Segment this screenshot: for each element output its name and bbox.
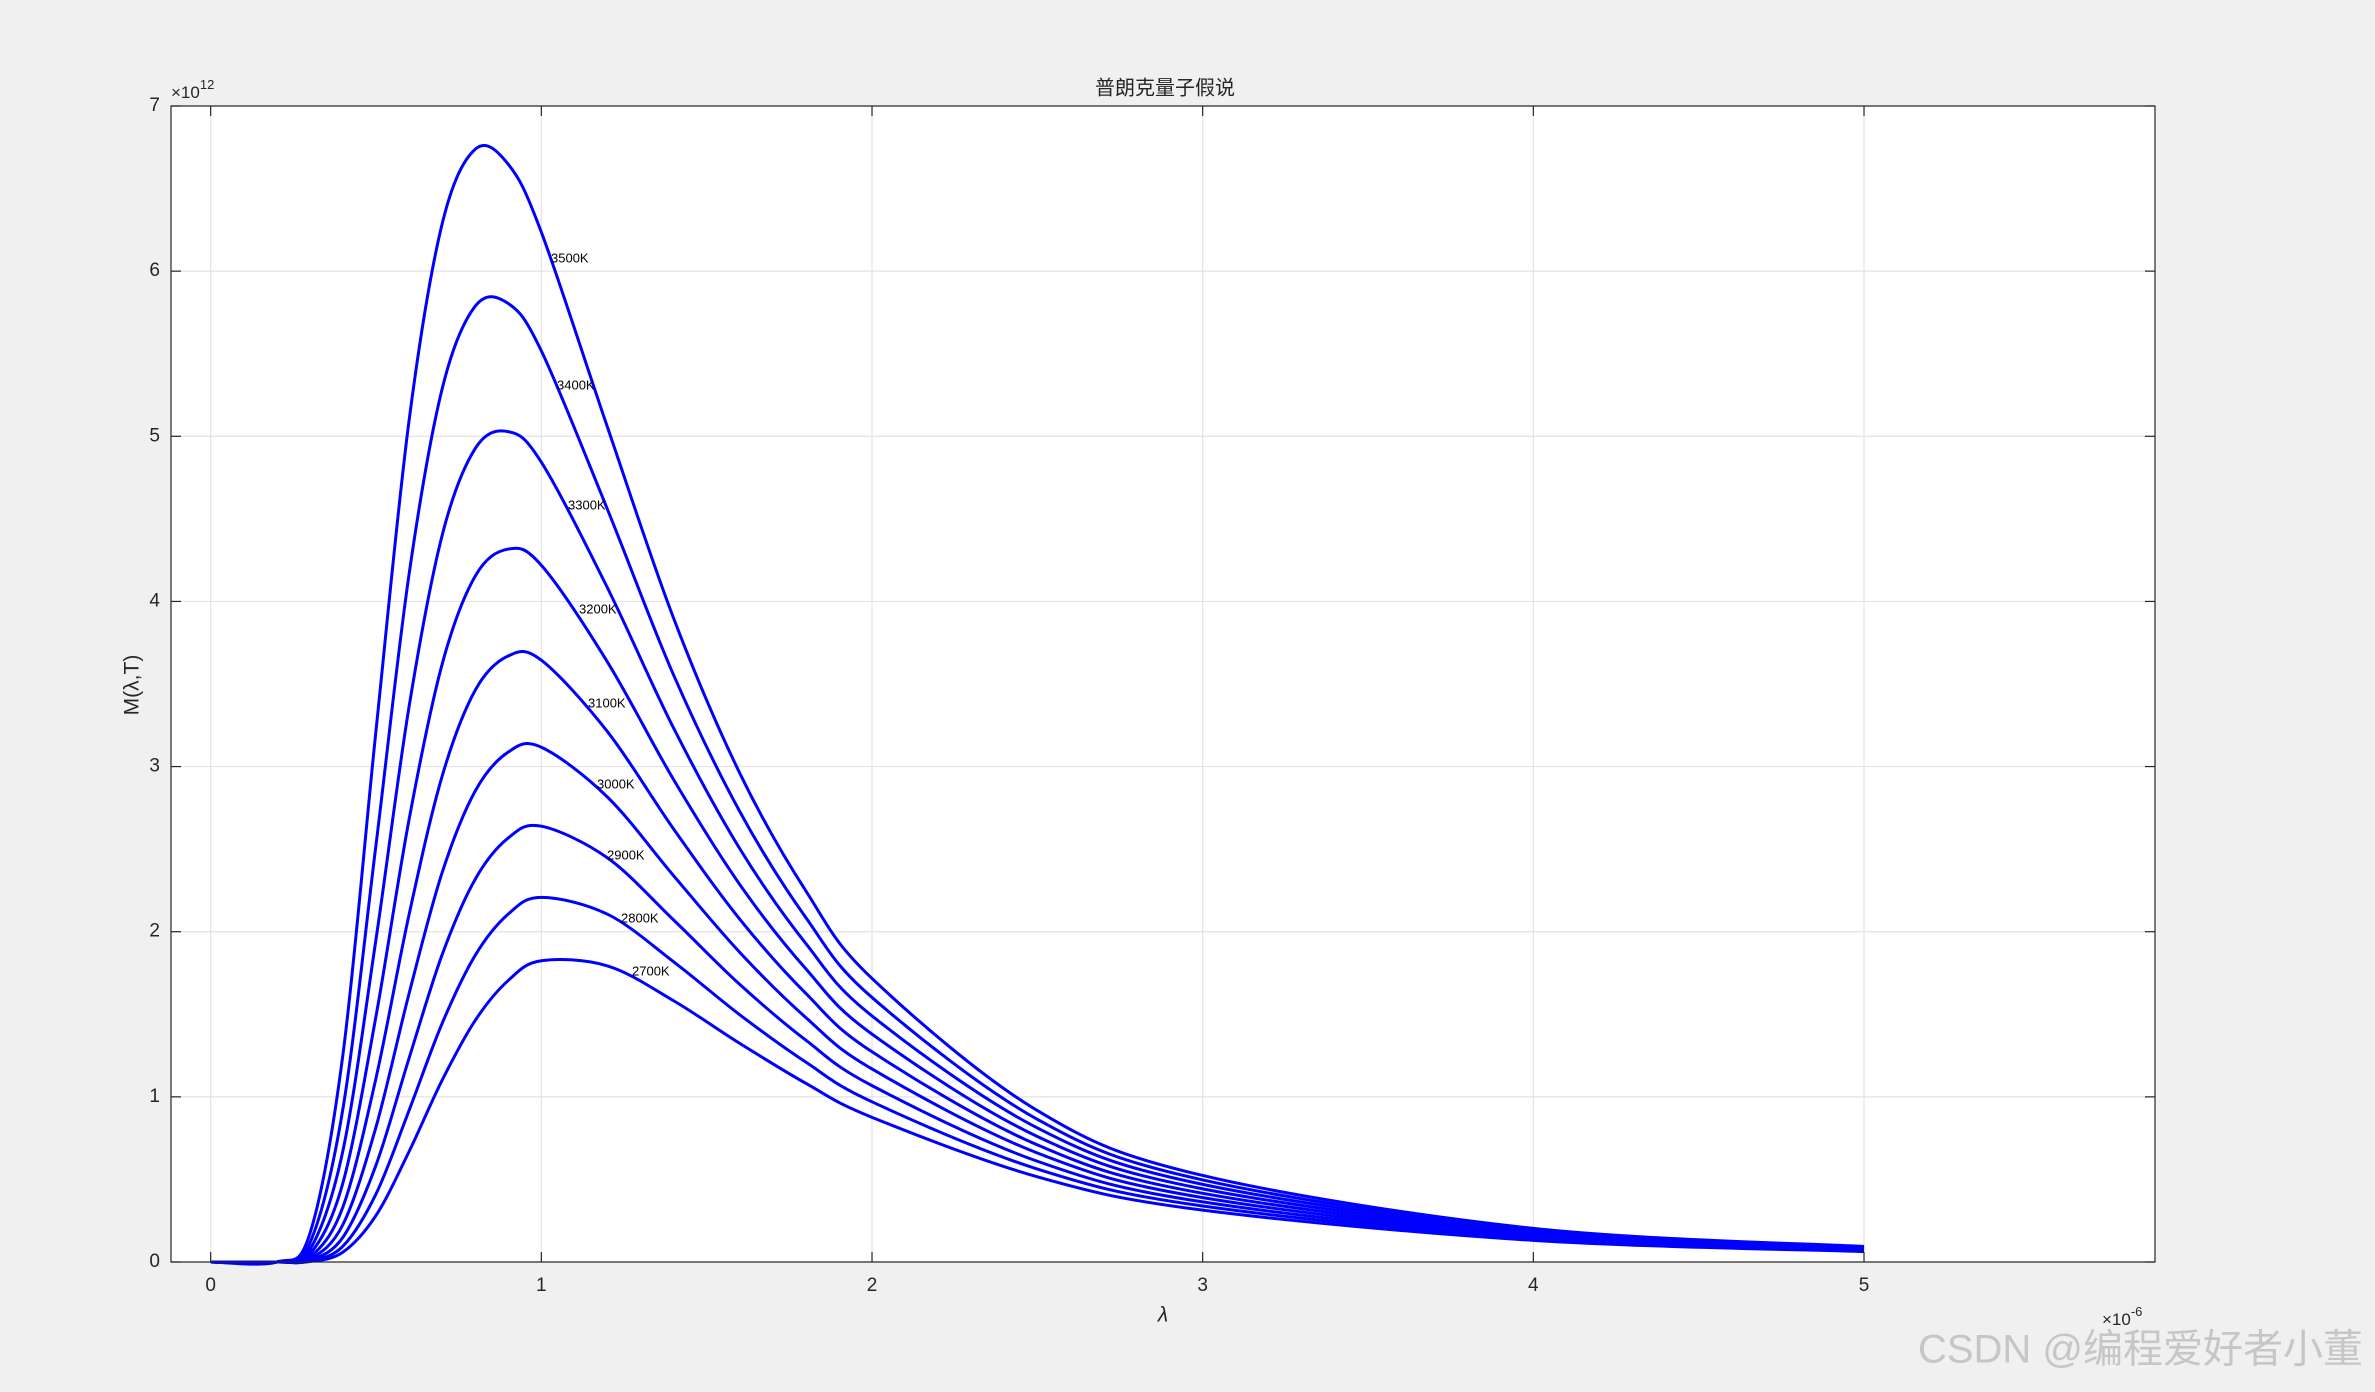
curve-label: 2700K	[632, 963, 670, 978]
y-exponent: ×1012	[171, 77, 214, 102]
series-line	[210, 742, 1865, 1265]
curve-labels: 3500K 3400K 3300K 3200K 3100K 3000K 2900K 2800K…	[551, 250, 670, 978]
y-tick-label: 3	[149, 756, 160, 777]
chart-title: 普朗克量子假说	[1095, 76, 1235, 99]
x-tick-label: 3	[1197, 1275, 1208, 1296]
series-line	[210, 295, 1865, 1265]
series-line	[210, 958, 1865, 1264]
series-line	[210, 546, 1865, 1265]
curve-label: 3000K	[597, 776, 635, 791]
watermark: CSDN @编程爱好者小董	[1918, 1328, 2363, 1372]
x-exponent: ×10-6	[2102, 1304, 2142, 1329]
y-exponent-power: 12	[200, 77, 214, 92]
y-exponent-base: ×10	[171, 83, 200, 102]
y-tick-label: 6	[149, 260, 160, 281]
plot-lines	[210, 143, 1865, 1266]
curve-label: 3300K	[568, 497, 606, 512]
x-tick-label: 4	[1528, 1275, 1539, 1296]
curve-label: 2800K	[621, 910, 659, 925]
axes-background	[171, 106, 2155, 1262]
series-line	[210, 429, 1865, 1265]
x-tick-label: 1	[536, 1275, 547, 1296]
y-tick-label: 2	[149, 921, 160, 942]
x-axis-label: λ	[1157, 1304, 1168, 1327]
axes-box	[170, 105, 2156, 1263]
series-line	[210, 649, 1865, 1265]
y-axis-label: M(λ,T)	[121, 655, 144, 716]
y-tick-label: 4	[149, 590, 160, 611]
curve-label: 3400K	[557, 377, 595, 392]
y-tick-label: 0	[149, 1251, 160, 1272]
curve-label: 3100K	[588, 695, 626, 710]
x-tick-label: 2	[867, 1275, 878, 1296]
x-exponent-base: ×10	[2102, 1310, 2131, 1329]
series-line	[210, 823, 1865, 1265]
x-tick-label: 0	[205, 1275, 216, 1296]
x-tick-label: 5	[1859, 1275, 1870, 1296]
curve-label: 3500K	[551, 250, 589, 265]
y-tick-label: 1	[149, 1086, 160, 1107]
curve-label: 3200K	[579, 601, 617, 616]
series-line	[210, 143, 1865, 1266]
series-line	[210, 895, 1865, 1264]
ticks: 0 1 2 3 4 5 0 1 2 3 4 5 6 7	[149, 95, 2155, 1296]
y-tick-label: 7	[149, 95, 160, 116]
curve-label: 2900K	[607, 847, 645, 862]
y-tick-label: 5	[149, 425, 160, 446]
x-exponent-power: -6	[2131, 1304, 2143, 1319]
